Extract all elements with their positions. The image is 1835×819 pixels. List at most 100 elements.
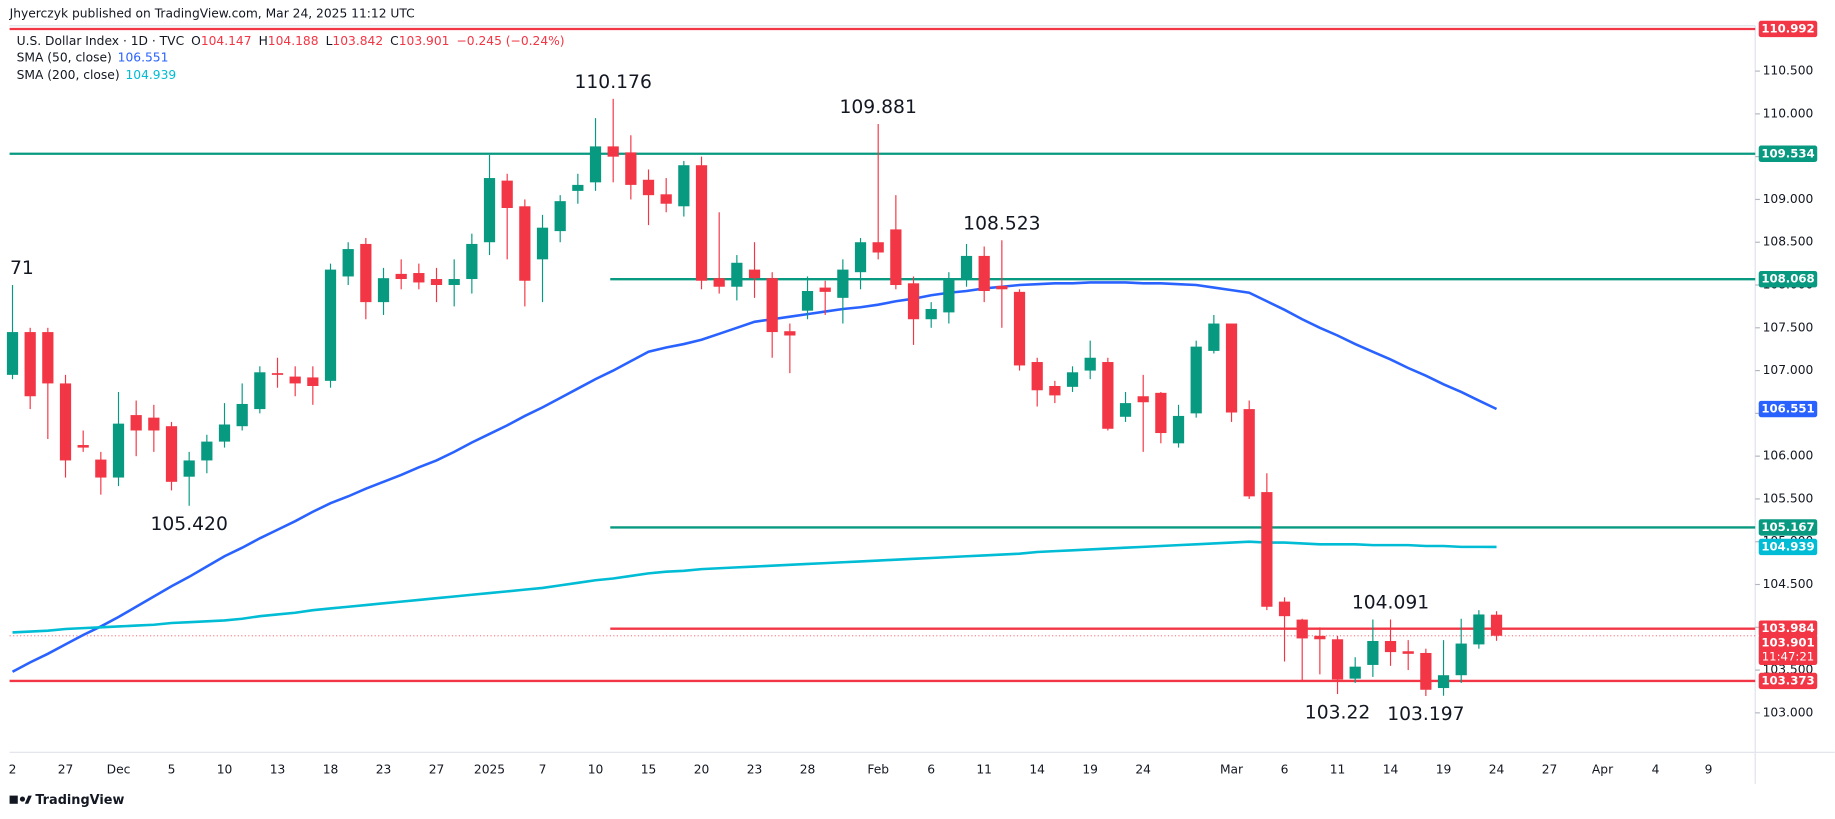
last-price-box bbox=[1758, 634, 1818, 666]
y-tick-label: 110.000 bbox=[1763, 106, 1814, 120]
candle-body bbox=[554, 201, 566, 232]
sma-line bbox=[11, 281, 1498, 673]
x-tick-label: 2025 bbox=[474, 762, 505, 776]
price-annotation: 109.881 bbox=[840, 97, 917, 118]
x-tick-label: 14 bbox=[1029, 762, 1045, 776]
ohlc-value: 103.842 bbox=[332, 33, 383, 47]
y-tick-label: 105.500 bbox=[1763, 491, 1814, 505]
candle-body bbox=[377, 278, 390, 303]
ohlc-key: H bbox=[259, 33, 268, 47]
price-annotation: 108.523 bbox=[963, 213, 1040, 234]
price-annotation: 104.091 bbox=[1352, 593, 1429, 614]
y-tick-label: 107.500 bbox=[1763, 320, 1814, 334]
ohlc-key: L bbox=[326, 33, 333, 47]
candle-body bbox=[1155, 392, 1167, 434]
candle-body bbox=[748, 269, 761, 279]
price-box bbox=[1758, 672, 1818, 690]
candle-body bbox=[536, 227, 549, 260]
x-tick-label: 10 bbox=[588, 762, 604, 776]
ohlc-key: O bbox=[191, 33, 201, 47]
candle-body bbox=[678, 165, 690, 207]
candle-body bbox=[607, 146, 619, 157]
y-tick-label: 109.000 bbox=[1763, 192, 1814, 206]
candle-body bbox=[1296, 619, 1308, 639]
candle-body bbox=[77, 445, 89, 448]
y-tick-label: 108.500 bbox=[1763, 235, 1814, 249]
last-price-label: 103.901 bbox=[1761, 635, 1814, 649]
candle-body bbox=[165, 426, 178, 482]
y-tick-label: 104.500 bbox=[1763, 577, 1814, 591]
brand: TradingView bbox=[35, 793, 124, 808]
x-tick-label: 11 bbox=[1330, 762, 1346, 776]
y-tick-label: 106.000 bbox=[1763, 449, 1814, 463]
candle-body bbox=[466, 243, 478, 280]
symbol: U.S. Dollar Index · 1D · TVC bbox=[17, 33, 185, 47]
x-tick-label: Feb bbox=[867, 762, 889, 776]
price-box-label: 109.534 bbox=[1761, 146, 1814, 160]
candle-body bbox=[660, 194, 672, 204]
candle-body bbox=[519, 206, 531, 281]
x-tick-label: 6 bbox=[927, 762, 935, 776]
x-tick-label: 7 bbox=[539, 762, 547, 776]
candle-body bbox=[1049, 385, 1061, 396]
candle-body bbox=[236, 403, 248, 427]
price-box-label: 105.167 bbox=[1761, 520, 1814, 534]
symbol-legend: U.S. Dollar Index · 1D · TVC O104.147 H104… bbox=[17, 33, 565, 47]
sma-value: 106.551 bbox=[118, 50, 169, 64]
candle-body bbox=[342, 249, 354, 277]
candle-body bbox=[1402, 651, 1414, 654]
candle-body bbox=[95, 459, 107, 478]
candle-body bbox=[1102, 362, 1114, 429]
logo-shape bbox=[19, 796, 26, 802]
candle-body bbox=[1455, 643, 1467, 676]
candle-body bbox=[925, 308, 937, 320]
candle-body bbox=[784, 331, 796, 336]
candle-body bbox=[1172, 415, 1185, 444]
candle-body bbox=[501, 180, 513, 209]
x-tick-label: 9 bbox=[1705, 762, 1713, 776]
y-tick-label: 110.500 bbox=[1763, 64, 1814, 78]
candle-body bbox=[996, 285, 1008, 290]
candle-body bbox=[201, 441, 213, 461]
candle-body bbox=[943, 278, 955, 313]
candle-body bbox=[1473, 614, 1485, 645]
candle-body bbox=[837, 269, 849, 298]
candle-body bbox=[572, 184, 584, 191]
candle-body bbox=[1208, 323, 1220, 351]
candle-body bbox=[6, 332, 19, 375]
x-tick-label: 20 bbox=[694, 762, 710, 776]
price-annotation: 103.197 bbox=[1387, 704, 1464, 725]
candle-body bbox=[430, 279, 443, 286]
price-annotation: 105.420 bbox=[151, 514, 228, 535]
countdown: 11:47:21 bbox=[1762, 649, 1815, 663]
candle-body bbox=[1349, 666, 1361, 679]
x-tick-label: 27 bbox=[429, 762, 445, 776]
candle-body bbox=[413, 273, 425, 283]
candle-body bbox=[872, 242, 884, 253]
candle-body bbox=[1225, 323, 1238, 413]
candle-body bbox=[713, 278, 725, 287]
price-box bbox=[1758, 400, 1818, 418]
x-tick-label: 19 bbox=[1436, 762, 1452, 776]
candle-body bbox=[1437, 675, 1450, 689]
x-tick-label: 6 bbox=[1281, 762, 1289, 776]
candle-body bbox=[1031, 362, 1043, 391]
candle-body bbox=[448, 279, 460, 286]
price-box-label: 106.551 bbox=[1761, 402, 1814, 416]
y-tick-label: 107.000 bbox=[1763, 363, 1814, 377]
candle-body bbox=[960, 255, 973, 279]
ohlc-value: 104.188 bbox=[268, 33, 319, 47]
price-box bbox=[1758, 620, 1818, 637]
x-tick-label: 10 bbox=[217, 762, 233, 776]
candle-body bbox=[1367, 640, 1379, 665]
candle-body bbox=[218, 424, 231, 442]
x-tick-label: 24 bbox=[1135, 762, 1151, 776]
candle-body bbox=[271, 373, 284, 375]
x-tick-label: 5 bbox=[168, 762, 176, 776]
price-annotation: 110.176 bbox=[575, 72, 652, 93]
candle-body bbox=[1420, 652, 1432, 690]
x-tick-label: 13 bbox=[270, 762, 286, 776]
